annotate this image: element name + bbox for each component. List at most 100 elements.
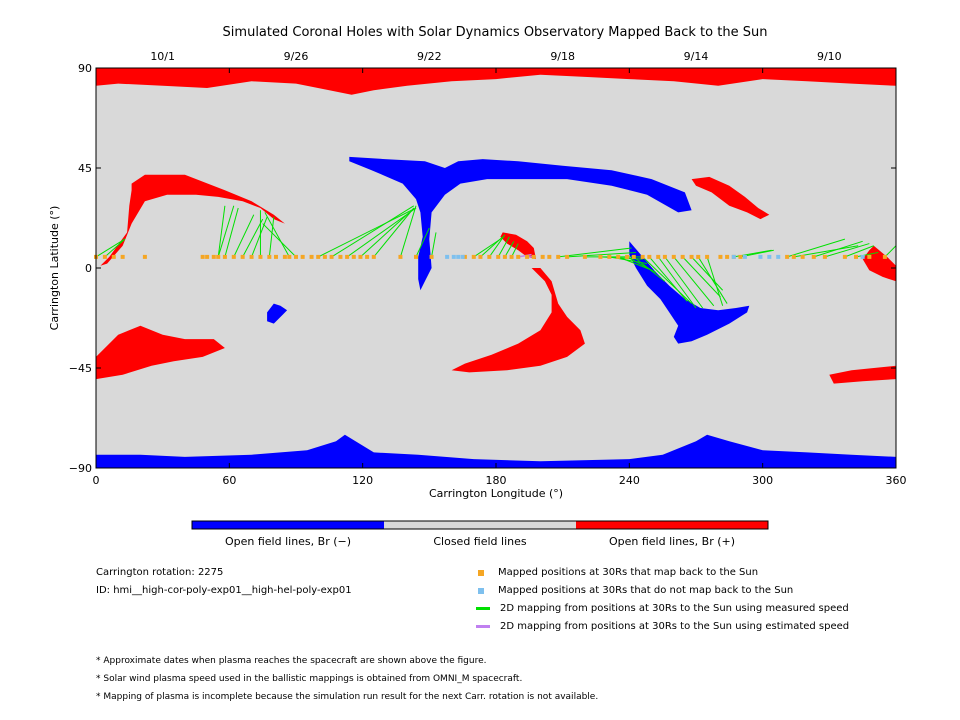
coronal-hole-positive-11 <box>829 365 896 384</box>
mapped-position-38 <box>502 254 507 259</box>
mapped-position-8 <box>216 254 221 259</box>
y-tick-label-1: 45 <box>78 162 92 175</box>
unmapped-position-4 <box>731 254 736 259</box>
measured-mapping-line-5 <box>233 214 255 258</box>
mapped-position-45 <box>556 254 561 259</box>
note-incomplete: * Mapping of plasma is incomplete becaus… <box>96 692 599 702</box>
date-label-0: 10/1 <box>150 50 175 63</box>
date-label-4: 9/14 <box>684 50 709 63</box>
mapped-position-42 <box>531 254 536 259</box>
colorbar-frame <box>191 520 769 530</box>
mapped-position-41 <box>525 254 530 259</box>
mapped-position-28 <box>365 254 370 259</box>
measured-mapping-line-7 <box>251 216 268 258</box>
measured-mapping-line-48 <box>824 243 870 258</box>
plot-area <box>94 68 897 468</box>
measured-mapping-line-31 <box>618 256 652 271</box>
measured-mapping-line-40 <box>691 256 724 291</box>
unmapped-position-7 <box>767 254 772 259</box>
measured-mapping-line-41 <box>697 256 728 304</box>
x-tick-label-0: 0 <box>93 474 100 487</box>
measured-mapping-line-6 <box>242 218 264 258</box>
mapped-position-39 <box>509 254 514 259</box>
legend-unmapped: Mapped positions at 30Rs that do not map… <box>476 585 793 596</box>
coronal-hole-positive-3 <box>96 325 225 380</box>
y-axis-label: Carrington Latitude (°) <box>48 206 61 331</box>
chart-title: Simulated Coronal Holes with Solar Dynam… <box>223 25 768 40</box>
measured-mapping-line-45 <box>786 238 846 258</box>
measured-mapping-line-47 <box>813 240 863 258</box>
mapped-position-48 <box>598 254 603 259</box>
y-tick-label-2: 0 <box>85 262 92 275</box>
mapped-position-63 <box>725 254 730 259</box>
measured-mapping-line-36 <box>657 256 697 309</box>
measured-mapping-line-39 <box>682 256 721 298</box>
mapped-position-68 <box>800 254 805 259</box>
measured-mapping-line-22 <box>488 234 506 258</box>
measured-mapping-line-15 <box>360 212 410 258</box>
mapped-marker-icon <box>478 569 484 576</box>
coronal-hole-positive-9 <box>691 176 770 220</box>
legend-mapped-label: Mapped positions at 30Rs that map back t… <box>498 567 759 578</box>
mapped-position-62 <box>718 254 723 259</box>
mapped-position-72 <box>854 254 858 259</box>
mapped-position-53 <box>640 254 645 259</box>
colorbar-segment-0 <box>192 521 384 529</box>
mapped-position-66 <box>785 254 790 259</box>
y-tick-label-0: 90 <box>78 62 92 75</box>
note-speed: * Solar wind plasma speed used in the ba… <box>96 674 523 684</box>
mapped-position-34 <box>471 254 476 259</box>
measured-mapping-line-49 <box>844 245 874 258</box>
measured-mapping-line-35 <box>648 256 688 302</box>
mapped-position-54 <box>647 254 652 259</box>
unmapped-marker-icon <box>478 587 484 594</box>
mapped-position-61 <box>705 254 710 259</box>
legend-measured: 2D mapping from positions at 30Rs to the… <box>476 603 849 614</box>
unmapped-position-5 <box>742 254 747 259</box>
legend-mapped: Mapped positions at 30Rs that map back t… <box>476 567 758 578</box>
unmapped-position-0 <box>445 254 450 259</box>
mapped-position-40 <box>516 254 521 259</box>
unmapped-position-8 <box>776 254 781 259</box>
mapped-position-33 <box>462 254 467 259</box>
measured-mapping-line-37 <box>664 256 704 309</box>
coronal-hole-negative-1 <box>96 434 896 468</box>
measured-mapping-line-42 <box>706 256 724 306</box>
coronal-hole-positive-7 <box>500 232 536 260</box>
colorbar-label-2: Open field lines, Br (+) <box>609 535 735 548</box>
mapped-position-35 <box>478 254 483 259</box>
mapped-position-44 <box>547 254 552 259</box>
measured-mapping-line-18 <box>415 227 430 258</box>
measured-mapping-line-16 <box>373 207 415 258</box>
mapped-position-29 <box>371 254 376 259</box>
mapped-position-67 <box>791 254 796 259</box>
date-label-1: 9/26 <box>284 50 309 63</box>
measured-mapping-line-24 <box>504 241 515 258</box>
mapped-position-1 <box>102 254 107 259</box>
mapped-position-73 <box>867 254 872 259</box>
measured-mapping-line-27 <box>567 251 637 258</box>
x-tick-label-1: 60 <box>222 474 236 487</box>
mapped-position-57 <box>671 254 676 259</box>
measured-mapping-line-3 <box>217 205 235 258</box>
legend-estimated-label: 2D mapping from positions at 30Rs to the… <box>500 621 850 632</box>
mapped-position-24 <box>338 254 343 259</box>
mapped-position-52 <box>631 254 636 259</box>
legend-estimated: 2D mapping from positions at 30Rs to the… <box>476 621 849 632</box>
mapped-position-47 <box>582 254 587 259</box>
x-axis-label: Carrington Longitude (°) <box>429 487 563 500</box>
run-id: ID: hmi__high-cor-poly-exp01__high-hel-p… <box>96 585 352 596</box>
measured-mapping-line-21 <box>480 236 504 258</box>
measured-mapping-line-17 <box>399 205 417 258</box>
note-dates: * Approximate dates when plasma reaches … <box>96 656 487 666</box>
measured-mapping-line-12 <box>317 207 417 258</box>
colorbar-label-1: Closed field lines <box>433 535 527 548</box>
measured-mapping-line-23 <box>497 236 510 258</box>
colorbar-segment-2 <box>576 521 768 529</box>
mapped-position-15 <box>274 254 278 259</box>
mapped-position-56 <box>662 254 667 259</box>
mapped-position-71 <box>842 254 847 259</box>
coronal-hole-positive-10 <box>862 245 896 282</box>
mapped-position-9 <box>222 254 227 259</box>
